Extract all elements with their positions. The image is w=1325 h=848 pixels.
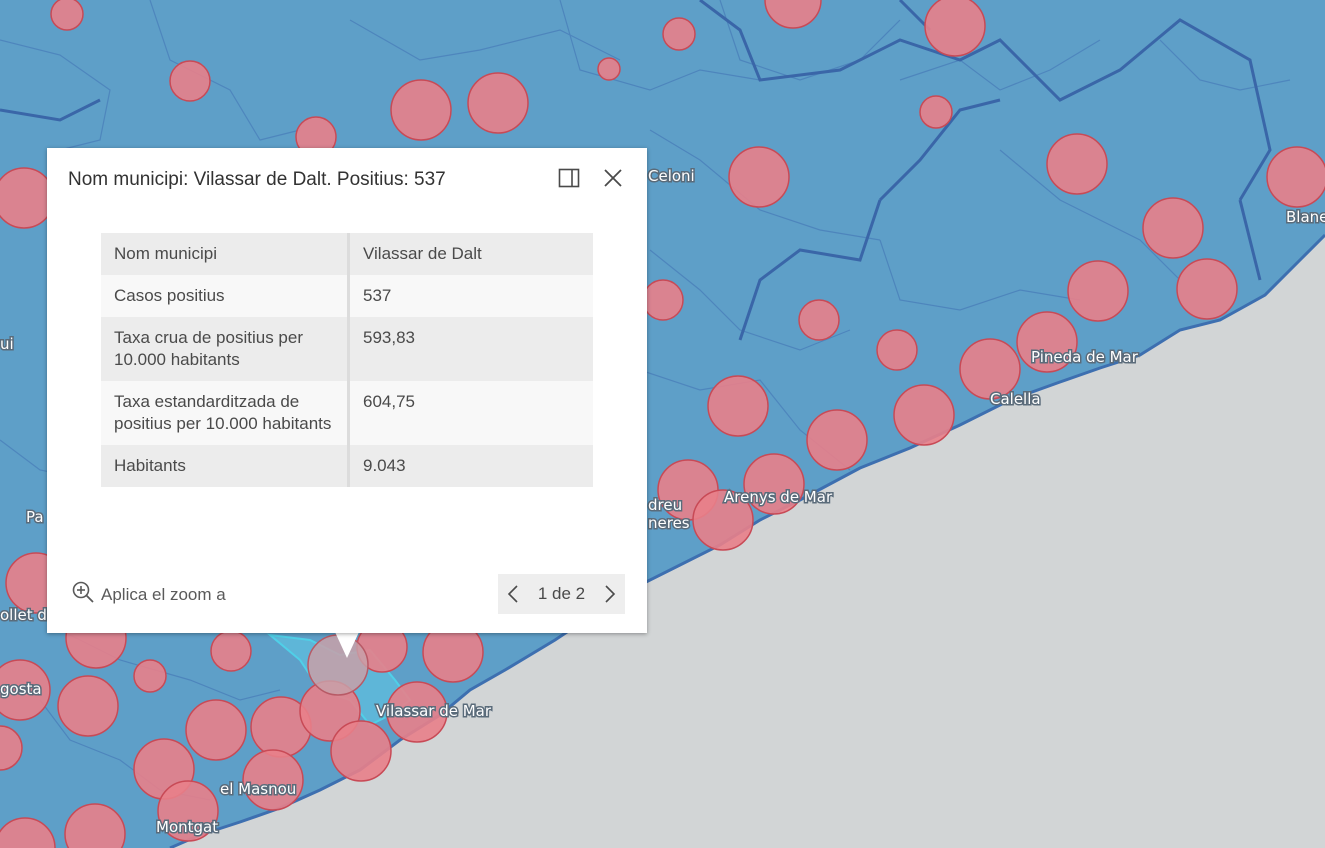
map-circle[interactable] [919,95,953,129]
map-circle[interactable] [157,780,219,842]
place-label: Pineda de Mar [1031,348,1139,366]
map-circle[interactable] [133,659,167,693]
map-circle[interactable] [728,146,790,208]
chevron-right-icon[interactable] [595,574,625,614]
map-circle[interactable] [210,630,252,672]
map-circle[interactable] [707,375,769,437]
field-value: 604,75 [363,392,415,411]
field-value: Vilassar de Dalt [363,244,482,263]
place-label: Vilassar de Mar [376,702,492,720]
map-circle[interactable] [390,79,452,141]
map-circle[interactable] [743,453,805,515]
map-circle[interactable] [1266,146,1325,208]
map-circle[interactable] [57,675,119,737]
place-label: gosta [0,680,42,698]
table-row: Habitants 9.043 [101,445,593,487]
map-circle[interactable] [0,725,23,771]
place-label: Celoni [648,167,695,185]
map-circle[interactable] [185,699,247,761]
map-circle[interactable] [893,384,955,446]
map-circle[interactable] [692,489,754,551]
map-circle[interactable] [597,57,621,81]
popup-pointer [335,632,359,658]
table-row: Nom municipi Vilassar de Dalt [101,233,593,275]
map-circle[interactable] [0,167,55,229]
zoom-to-button[interactable]: Aplica el zoom a [71,580,226,609]
map-circle[interactable] [242,749,304,811]
map-circle[interactable] [50,0,84,31]
place-label: Pa [26,508,44,526]
place-label: Arenys de Mar [724,488,833,506]
place-label: neres [648,514,690,532]
field-label: Habitants [101,445,350,487]
district-boundaries [0,0,1272,341]
zoom-in-icon [71,580,95,609]
table-row: Taxa crua de positius per 10.000 habitan… [101,317,593,381]
map-circle[interactable] [0,659,51,721]
map-circle[interactable] [1016,311,1078,373]
feature-popup: Nom municipi: Vilassar de Dalt. Positius… [47,148,647,633]
close-icon[interactable] [601,166,625,190]
map-circle[interactable] [959,338,1021,400]
table-row: Taxa estandarditzada de positius per 10.… [101,381,593,445]
map-circle[interactable] [0,817,56,848]
map-circle[interactable] [798,299,840,341]
map-circle[interactable] [64,803,126,848]
table-row: Casos positius 537 [101,275,593,317]
field-label: Casos positius [101,275,350,317]
place-label: dreu [648,496,682,514]
place-label: ollet de [0,606,56,624]
map-circle[interactable] [876,329,918,371]
place-label: ui [0,335,14,353]
field-value: 9.043 [363,456,406,475]
place-label: Montgat [156,818,218,836]
place-labels: Celoni Blane Pineda de Mar Calella Areny… [0,166,1325,838]
map-circle[interactable] [1176,258,1238,320]
map-circle[interactable] [924,0,986,57]
pager-count: 1 de 2 [537,584,586,603]
field-value: 593,83 [363,328,415,347]
chevron-left-icon[interactable] [498,574,528,614]
map-circle[interactable] [1046,133,1108,195]
map-circle[interactable] [386,681,448,743]
dock-icon[interactable] [557,166,581,190]
map-circle[interactable] [662,17,696,51]
map-circle[interactable] [764,0,822,29]
feature-pager: 1 de 2 [498,574,625,614]
field-label: Taxa estandarditzada de positius per 10.… [101,381,350,445]
field-label: Taxa crua de positius per 10.000 habitan… [101,317,350,381]
field-value: 537 [363,286,392,305]
field-label: Nom municipi [101,233,350,275]
place-label: el Masnou [220,780,296,798]
map-circle[interactable] [1067,260,1129,322]
popup-title: Nom municipi: Vilassar de Dalt. Positius… [68,169,446,190]
map-circle[interactable] [169,60,211,102]
attributes-table: Nom municipi Vilassar de Dalt Casos posi… [101,233,593,487]
map-circle[interactable] [806,409,868,471]
map-circle[interactable] [1142,197,1204,259]
place-label: Blane [1286,208,1325,226]
map-circle[interactable] [642,279,684,321]
zoom-to-label: Aplica el zoom a [101,584,226,604]
map-circle[interactable] [330,720,392,782]
place-label: Calella [990,390,1041,408]
map-circle[interactable] [467,72,529,134]
